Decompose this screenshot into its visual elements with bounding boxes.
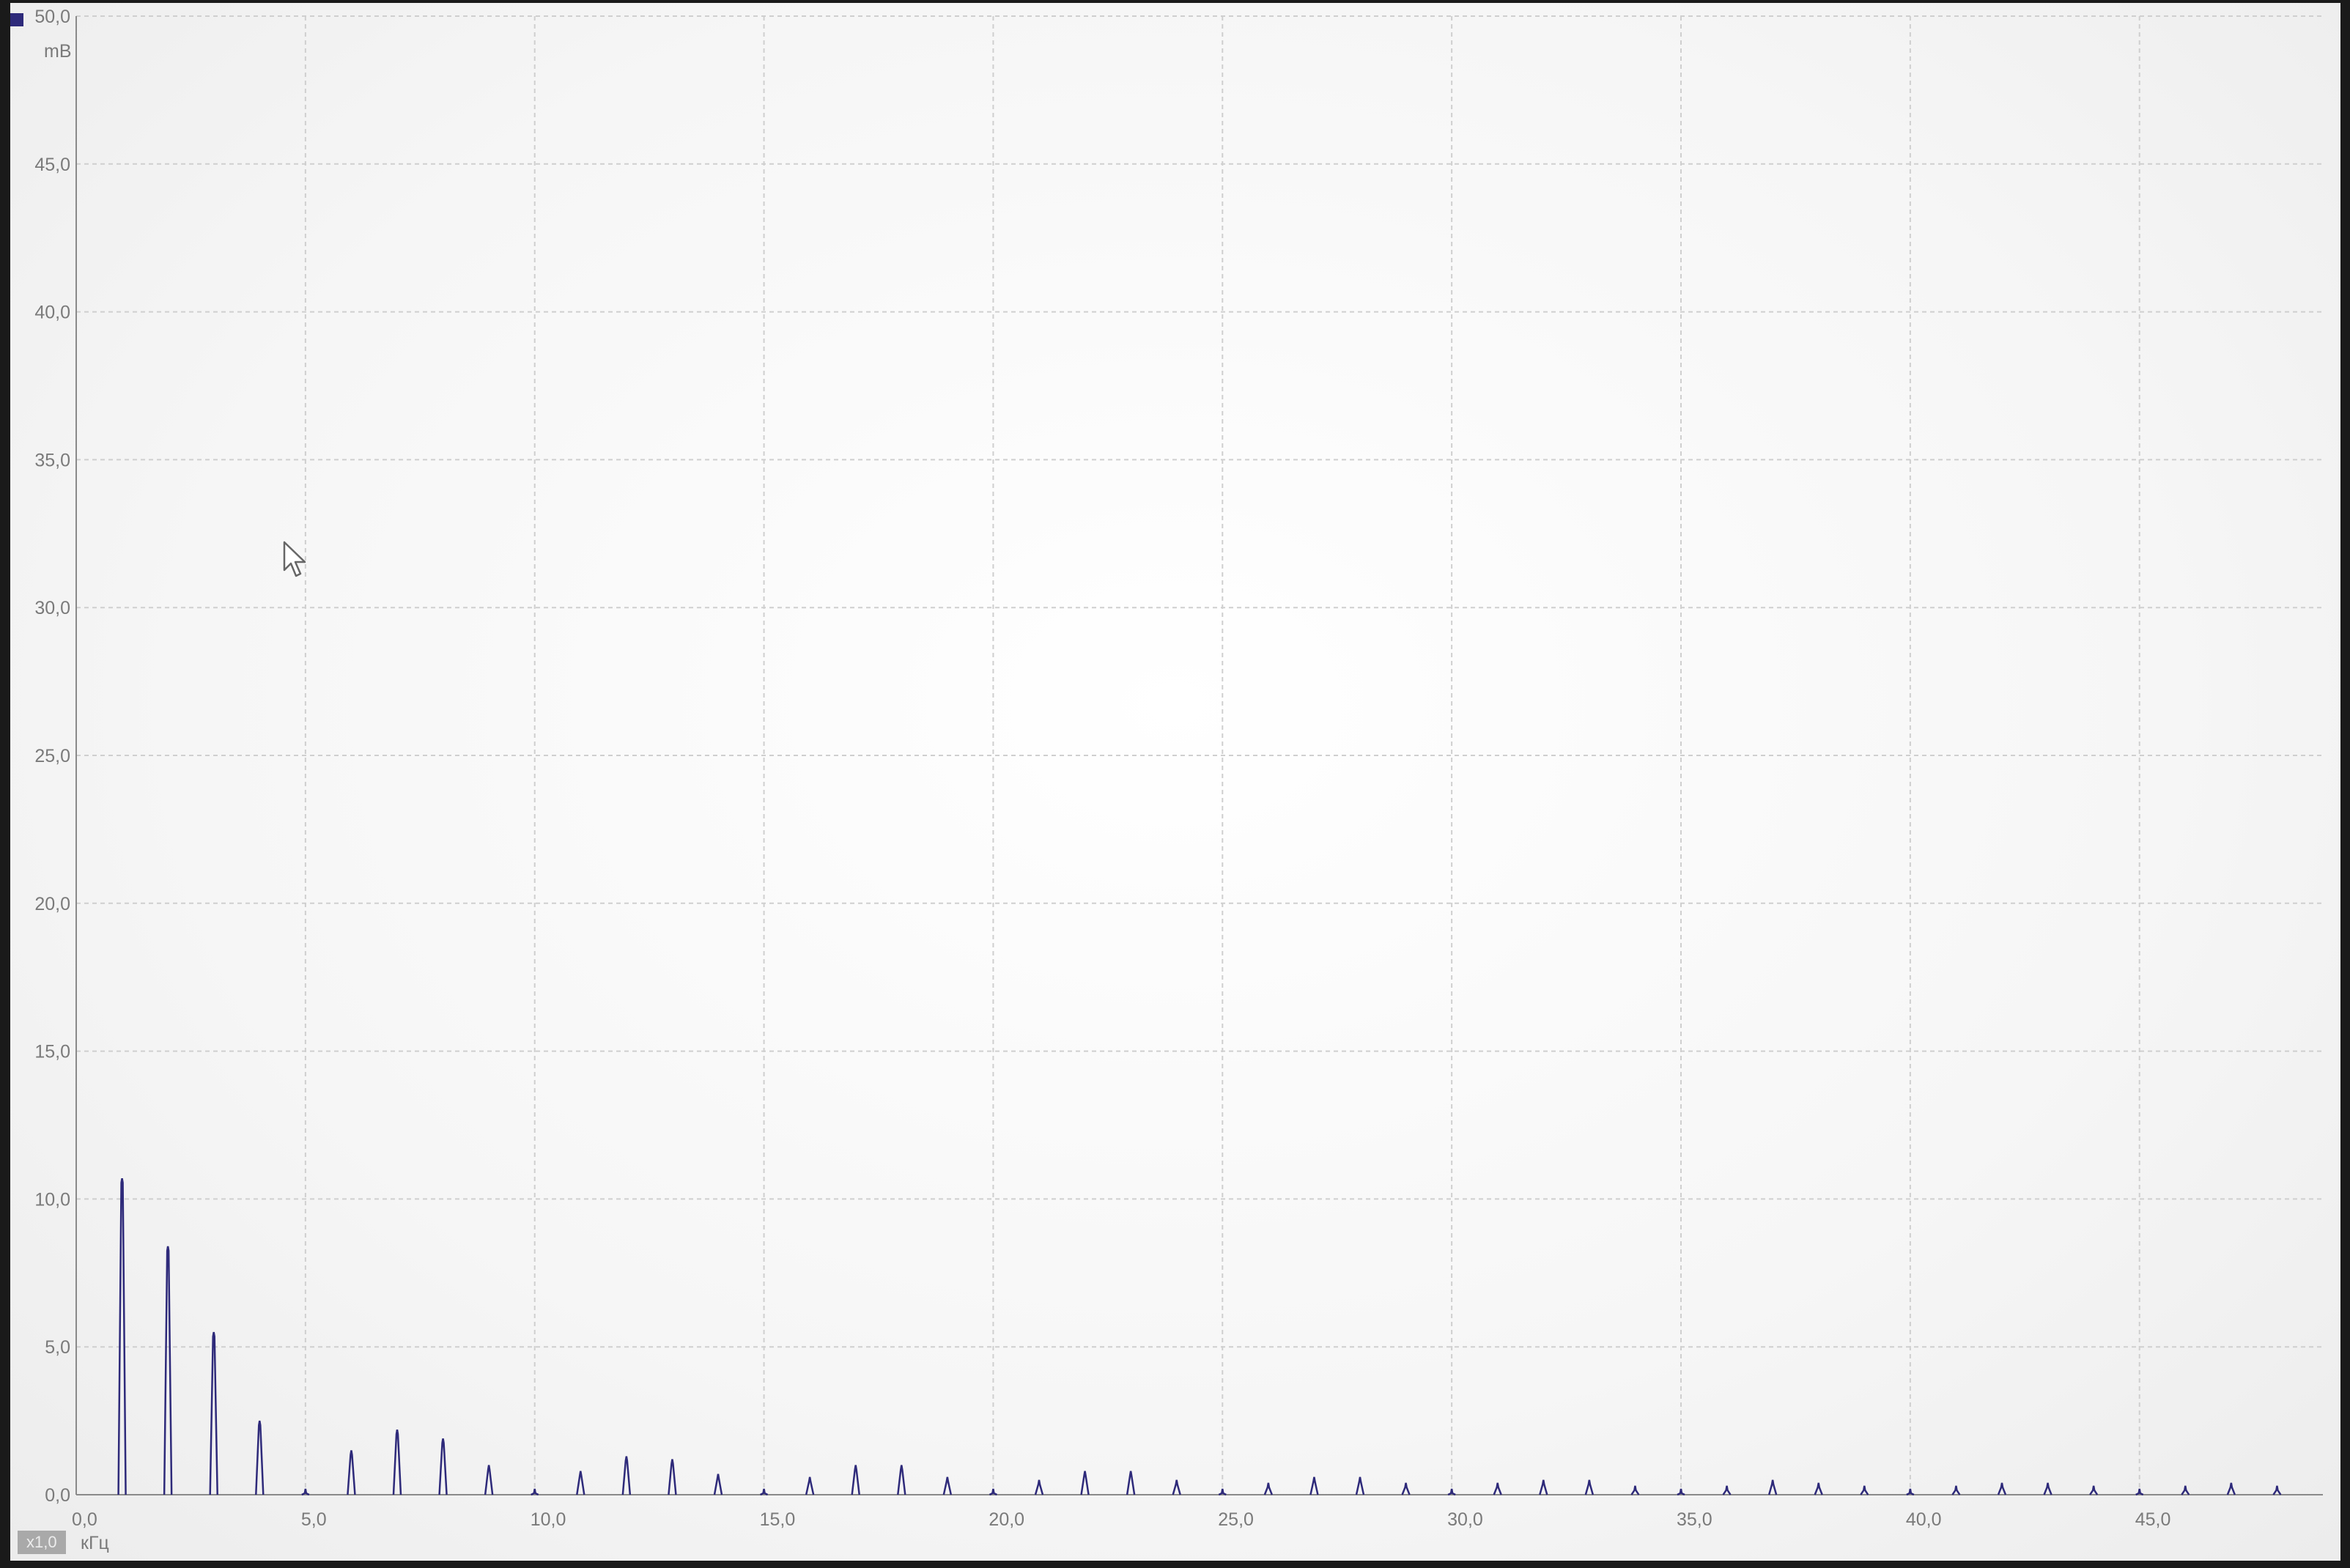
spectrum-spike: [1080, 1471, 1090, 1495]
spectrum-spike: [117, 1177, 127, 1495]
y-tick-label: 5,0: [45, 1337, 70, 1358]
spectrum-spike: [1218, 1488, 1227, 1496]
y-tick-label: 35,0: [34, 450, 70, 470]
tick-labels: 0,0 5,0 10,0 15,0 20,0 25,0 30,0 35,0 40,0 45,0 0,…: [34, 7, 2170, 1530]
spectrum-spike: [1630, 1485, 1640, 1495]
spectrum-spike: [438, 1438, 448, 1495]
spectrum-spike: [2272, 1485, 2282, 1495]
x-tick-label: 35,0: [1677, 1509, 1712, 1530]
spectrum-spike: [897, 1465, 906, 1495]
spectrum-spike: [1722, 1485, 1732, 1495]
spectrum-spike: [1126, 1471, 1136, 1495]
spectrum-spike: [1034, 1479, 1044, 1495]
y-tick-label: 10,0: [34, 1189, 70, 1210]
spectrum-spike: [1263, 1482, 1274, 1495]
spectrum-spike: [1355, 1476, 1365, 1495]
x-tick-label: 0,0: [72, 1509, 97, 1530]
spectrum-spike: [1951, 1485, 1961, 1495]
spectrum-spike: [576, 1471, 585, 1495]
x-tick-label: 45,0: [2135, 1509, 2171, 1530]
spectrum-spike: [1860, 1485, 1869, 1495]
spectrum-spike: [2089, 1485, 2099, 1495]
mouse-cursor-icon: [283, 541, 306, 577]
y-tick-label: 45,0: [34, 155, 70, 175]
spectrum-spike: [2043, 1482, 2052, 1495]
spectrum-spike: [1401, 1482, 1411, 1495]
y-tick-label: 0,0: [45, 1485, 70, 1506]
scale-badge[interactable]: x1,0: [18, 1531, 66, 1554]
axes: [75, 16, 2323, 1495]
series-legend-swatch: [10, 13, 23, 26]
spectrum-spike: [1172, 1479, 1181, 1495]
spectrum-spike: [392, 1430, 402, 1495]
grid-lines: [76, 15, 2323, 1495]
spectrum-spike: [1309, 1476, 1319, 1495]
y-unit-label: mB: [44, 41, 72, 62]
spectrum-spike: [668, 1459, 677, 1495]
spectrum-spike: [301, 1488, 310, 1496]
spectrum-spike: [484, 1465, 494, 1495]
spectrum-spike: [2226, 1482, 2236, 1495]
spectrum-spike: [942, 1476, 953, 1495]
spectrum-spike: [1906, 1488, 1915, 1496]
spectrum-spike: [1814, 1482, 1823, 1495]
spectrum-spike: [1493, 1482, 1502, 1495]
x-tick-label: 30,0: [1447, 1509, 1483, 1530]
spectrum-spike: [1997, 1482, 2007, 1495]
x-tick-label: 20,0: [989, 1509, 1024, 1530]
x-tick-label: 10,0: [531, 1509, 566, 1530]
spectrum-spike: [1767, 1479, 1778, 1495]
y-tick-label: 20,0: [34, 894, 70, 914]
spectrum-spike: [209, 1331, 218, 1495]
y-tick-label: 50,0: [34, 7, 70, 27]
x-tick-label: 5,0: [301, 1509, 327, 1530]
spectrum-spike: [851, 1465, 860, 1495]
spectrum-spike: [347, 1450, 356, 1495]
spectrum-spike: [1447, 1488, 1456, 1496]
spectrum-spike: [759, 1488, 769, 1496]
x-tick-label: 40,0: [1906, 1509, 1942, 1530]
spectrum-spike: [531, 1488, 539, 1496]
spectrum-spike: [2135, 1488, 2144, 1496]
spectrum-screen: 0,0 5,0 10,0 15,0 20,0 25,0 30,0 35,0 40,0 45,0 0,…: [10, 3, 2340, 1561]
spectrum-series: [117, 1177, 2282, 1496]
spectrum-plot: 0,0 5,0 10,0 15,0 20,0 25,0 30,0 35,0 40,0 45,0 0,…: [34, 7, 2323, 1553]
x-unit-label: кГц: [81, 1533, 109, 1553]
spectrum-spike: [1677, 1488, 1685, 1496]
spectrum-spike: [255, 1420, 265, 1495]
spectrum-spike: [1584, 1479, 1595, 1495]
y-tick-label: 15,0: [34, 1042, 70, 1062]
spectrum-spike: [713, 1473, 723, 1495]
y-tick-label: 40,0: [34, 303, 70, 323]
spectrum-spike: [2181, 1485, 2190, 1495]
spectrum-spike: [621, 1456, 632, 1495]
y-tick-label: 25,0: [34, 746, 70, 766]
spectrum-spike: [805, 1476, 815, 1495]
x-tick-label: 15,0: [760, 1509, 796, 1530]
spectrum-spike: [1539, 1479, 1548, 1495]
spectrum-spike: [989, 1488, 998, 1496]
spectrum-spike: [163, 1246, 173, 1495]
y-tick-label: 30,0: [34, 598, 70, 618]
x-tick-label: 25,0: [1218, 1509, 1254, 1530]
